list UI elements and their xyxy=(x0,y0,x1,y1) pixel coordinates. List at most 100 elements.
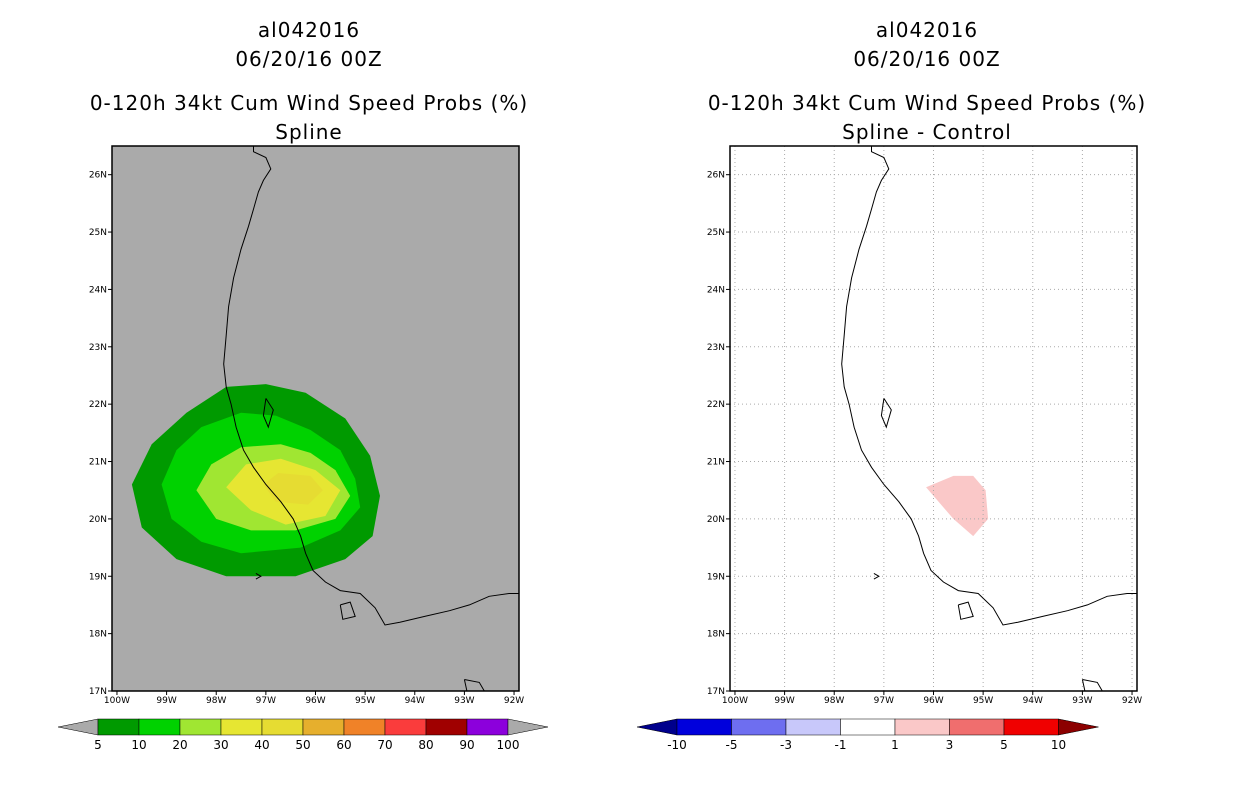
colorbar-label: -1 xyxy=(835,738,847,752)
colorbar-segment xyxy=(731,718,787,736)
contour-40-50 xyxy=(263,473,323,505)
y-tick-label: 18N xyxy=(707,630,725,640)
x-tick-label: 97W xyxy=(874,696,894,706)
colorbar-label: 60 xyxy=(336,738,351,752)
colorbar-high-arrow xyxy=(507,718,549,736)
coastline xyxy=(223,146,519,626)
x-tick-label: 92W xyxy=(1122,696,1142,706)
x-tick-label: 98W xyxy=(824,696,844,706)
y-tick-label: 25N xyxy=(89,228,107,238)
y-tick-label: 24N xyxy=(707,285,725,295)
colorbar-label: 5 xyxy=(94,738,102,752)
colorbar-segment xyxy=(384,718,427,736)
y-tick-label: 23N xyxy=(707,343,725,353)
colorbar-segment xyxy=(1003,718,1059,736)
subtitle: Spline - Control xyxy=(842,120,1012,144)
x-tick-label: 96W xyxy=(923,696,943,706)
x-tick-label: 94W xyxy=(1023,696,1043,706)
y-tick-label: 22N xyxy=(707,400,725,410)
colorbar-label: 40 xyxy=(254,738,269,752)
x-tick-label: 93W xyxy=(454,696,474,706)
y-tick-label: 17N xyxy=(89,687,107,697)
colorbar-segment xyxy=(220,718,263,736)
contour-1-3 xyxy=(926,475,989,537)
colorbar-label: 50 xyxy=(295,738,310,752)
x-tick-label: 99W xyxy=(156,696,176,706)
colorbar-segment xyxy=(785,718,841,736)
island-outline xyxy=(873,572,880,580)
product-title: 0-120h 34kt Cum Wind Speed Probs (%) xyxy=(707,91,1147,115)
colorbar-segment xyxy=(676,718,732,736)
left-panel: al042016 06/20/16 00Z 0-120h 34kt Cum Wi… xyxy=(57,18,549,752)
colorbar-label: 20 xyxy=(172,738,187,752)
colorbar-segment xyxy=(97,718,140,736)
colorbar-segment xyxy=(466,718,509,736)
y-tick-label: 25N xyxy=(707,228,725,238)
right-panel: al042016 06/20/16 00Z 0-120h 34kt Cum Wi… xyxy=(618,0,1236,800)
coastline xyxy=(841,146,1137,626)
y-tick-label: 19N xyxy=(89,572,107,582)
colorbar-label: 10 xyxy=(1051,738,1066,752)
colorbar-label: 3 xyxy=(946,738,954,752)
colorbar-low-arrow xyxy=(57,718,99,736)
colorbar-label: -10 xyxy=(667,738,687,752)
y-tick-label: 26N xyxy=(707,171,725,181)
colorbar-segment xyxy=(425,718,468,736)
x-tick-label: 97W xyxy=(256,696,276,706)
storm-id-title: al042016 xyxy=(875,18,979,42)
colorbar-label: 30 xyxy=(213,738,228,752)
x-tick-label: 95W xyxy=(973,696,993,706)
x-tick-label: 99W xyxy=(774,696,794,706)
wind-prob-map: 17N 18N 19N 20N 21N 22N 23N 24N 25N 26N 100W 99W 98W… xyxy=(57,145,549,752)
x-tick-label: 93W xyxy=(1072,696,1092,706)
colorbar-label: 80 xyxy=(418,738,433,752)
colorbar-label: -5 xyxy=(726,738,738,752)
y-tick-label: 20N xyxy=(89,515,107,525)
colorbar-segment xyxy=(302,718,345,736)
colorbar-label: 90 xyxy=(459,738,474,752)
y-tick-label: 17N xyxy=(707,687,725,697)
colorbar-label: -3 xyxy=(780,738,792,752)
colorbar-low-arrow xyxy=(636,718,678,736)
y-tick-label: 18N xyxy=(89,630,107,640)
forecast-time-title: 06/20/16 00Z xyxy=(235,47,383,71)
colorbar: 5 10 20 30 40 50 60 70 80 90 100 xyxy=(57,718,549,752)
y-tick-label: 23N xyxy=(89,343,107,353)
x-tick-label: 92W xyxy=(504,696,524,706)
y-tick-label: 22N xyxy=(89,400,107,410)
x-tick-label: 94W xyxy=(405,696,425,706)
island-outline xyxy=(255,572,262,580)
island-outline xyxy=(262,398,274,429)
colorbar-segment xyxy=(261,718,304,736)
colorbar-label: 1 xyxy=(891,738,899,752)
y-tick-label: 21N xyxy=(89,458,107,468)
colorbar-segment xyxy=(179,718,222,736)
y-tick-label: 21N xyxy=(707,458,725,468)
product-title: 0-120h 34kt Cum Wind Speed Probs (%) xyxy=(89,91,529,115)
x-tick-label: 96W xyxy=(305,696,325,706)
subtitle: Spline xyxy=(275,120,343,144)
colorbar-label: 100 xyxy=(497,738,520,752)
colorbar-segment xyxy=(949,718,1005,736)
x-tick-label: 98W xyxy=(206,696,226,706)
island-outline xyxy=(957,601,974,620)
y-tick-label: 19N xyxy=(707,572,725,582)
y-tick-label: 26N xyxy=(89,171,107,181)
y-tick-label: 20N xyxy=(707,515,725,525)
island-outline xyxy=(463,679,485,691)
colorbar-label: 10 xyxy=(131,738,146,752)
y-tick-label: 24N xyxy=(89,285,107,295)
x-tick-label: 100W xyxy=(722,696,748,706)
colorbar-segment xyxy=(894,718,950,736)
wind-prob-difference-map: 17N 18N 19N 20N 21N 22N 23N 24N 25N 26N 100W 99W 98W… xyxy=(636,145,1142,752)
colorbar-label: 70 xyxy=(377,738,392,752)
island-outline xyxy=(339,601,356,620)
colorbar: -10 -5 -3 -1 1 3 5 10 xyxy=(636,718,1099,752)
storm-id-title: al042016 xyxy=(257,18,361,42)
forecast-time-title: 06/20/16 00Z xyxy=(853,47,1001,71)
island-outline xyxy=(1081,679,1103,691)
colorbar-segment xyxy=(138,718,181,736)
colorbar-segment xyxy=(343,718,386,736)
colorbar-segment xyxy=(840,718,896,736)
colorbar-high-arrow xyxy=(1058,718,1099,736)
